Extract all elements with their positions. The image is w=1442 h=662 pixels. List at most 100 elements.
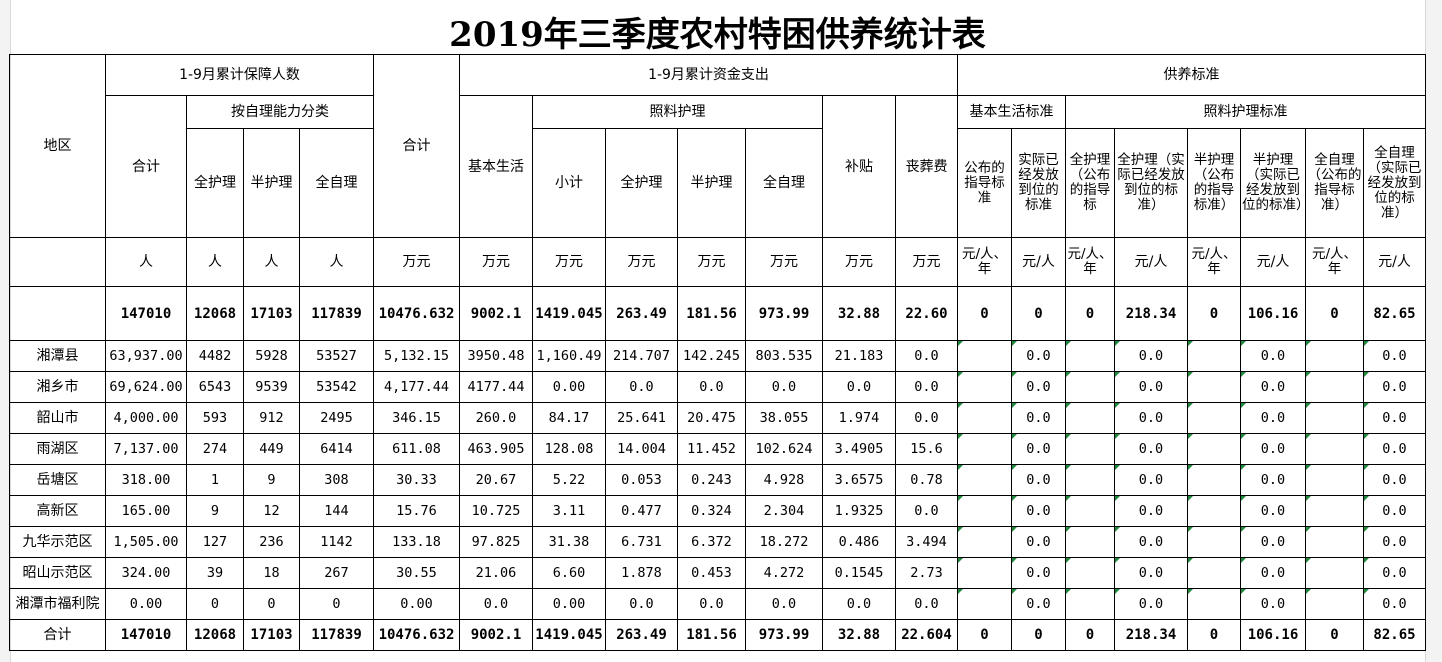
table-cell[interactable] [957, 526, 1012, 558]
summary-cell[interactable]: 22.60 [895, 286, 958, 341]
header-std-self-published[interactable]: 全自理（公布的指导标准） [1305, 128, 1364, 238]
total-cell[interactable]: 9002.1 [459, 619, 533, 651]
table-cell[interactable]: 0.0 [1363, 526, 1426, 558]
header-basic-life[interactable]: 基本生活 [459, 95, 533, 238]
table-cell[interactable]: 0.486 [822, 526, 896, 558]
table-cell[interactable]: 0.053 [605, 464, 678, 496]
table-cell[interactable]: 0.0 [1011, 464, 1066, 496]
table-cell[interactable] [957, 371, 1012, 403]
table-cell[interactable]: 10.725 [459, 495, 533, 527]
table-cell[interactable]: 0.0 [1363, 464, 1426, 496]
table-cell[interactable] [957, 557, 1012, 589]
table-cell[interactable]: 0.0 [1011, 402, 1066, 434]
table-cell[interactable]: 0.0 [1363, 495, 1426, 527]
table-cell[interactable]: 1 [186, 464, 244, 496]
table-cell[interactable]: 9 [243, 464, 300, 496]
table-cell[interactable]: 0.0 [1240, 371, 1306, 403]
table-cell[interactable]: 4,000.00 [105, 402, 187, 434]
table-cell[interactable] [1187, 433, 1241, 465]
table-cell[interactable]: 0.00 [373, 588, 460, 620]
table-cell[interactable]: 0.0 [1011, 526, 1066, 558]
unit-cell[interactable]: 人 [105, 237, 187, 287]
table-cell[interactable] [1065, 340, 1115, 372]
table-cell[interactable]: 3950.48 [459, 340, 533, 372]
unit-cell[interactable]: 万元 [745, 237, 823, 287]
header-care-self[interactable]: 全自理 [745, 128, 823, 238]
header-group-persons[interactable]: 1-9月累计保障人数 [105, 54, 374, 96]
table-cell[interactable] [1305, 557, 1364, 589]
table-cell[interactable]: 6414 [299, 433, 374, 465]
table-cell[interactable]: 31.38 [532, 526, 606, 558]
table-cell[interactable]: 0.0 [1114, 526, 1188, 558]
summary-cell[interactable]: 973.99 [745, 286, 823, 341]
table-cell[interactable]: 0.477 [605, 495, 678, 527]
summary-cell[interactable]: 181.56 [677, 286, 746, 341]
table-cell[interactable] [1305, 340, 1364, 372]
table-cell[interactable]: 0.0 [1363, 433, 1426, 465]
table-cell[interactable]: 2.73 [895, 557, 958, 589]
region-cell[interactable]: 九华示范区 [9, 526, 106, 558]
table-cell[interactable]: 0.453 [677, 557, 746, 589]
unit-cell[interactable]: 元/人 [1011, 237, 1066, 287]
total-cell[interactable]: 1419.045 [532, 619, 606, 651]
table-cell[interactable]: 4.928 [745, 464, 823, 496]
header-std-half-actual[interactable]: 半护理（实际已经发放到位的标准） [1240, 128, 1306, 238]
table-cell[interactable]: 4177.44 [459, 371, 533, 403]
table-cell[interactable]: 912 [243, 402, 300, 434]
table-cell[interactable]: 18.272 [745, 526, 823, 558]
table-cell[interactable]: 0.0 [1011, 340, 1066, 372]
table-cell[interactable]: 0.0 [1114, 464, 1188, 496]
summary-cell-blank[interactable] [9, 286, 106, 341]
table-cell[interactable]: 0.0 [1240, 526, 1306, 558]
summary-cell[interactable]: 1419.045 [532, 286, 606, 341]
table-cell[interactable]: 0.324 [677, 495, 746, 527]
table-cell[interactable]: 0.0 [1240, 464, 1306, 496]
header-subsidy[interactable]: 补贴 [822, 95, 896, 238]
table-cell[interactable]: 449 [243, 433, 300, 465]
table-cell[interactable]: 1.974 [822, 402, 896, 434]
table-cell[interactable]: 0.00 [105, 588, 187, 620]
table-cell[interactable]: 308 [299, 464, 374, 496]
table-cell[interactable]: 21.06 [459, 557, 533, 589]
table-cell[interactable] [1065, 526, 1115, 558]
page-title[interactable]: 2019年三季度农村特困供养统计表 [449, 15, 986, 55]
table-cell[interactable]: 0 [243, 588, 300, 620]
table-cell[interactable]: 20.475 [677, 402, 746, 434]
header-funeral[interactable]: 丧葬费 [895, 95, 958, 238]
table-cell[interactable] [1065, 588, 1115, 620]
header-group-standard[interactable]: 供养标准 [957, 54, 1426, 96]
table-cell[interactable]: 346.15 [373, 402, 460, 434]
total-cell[interactable]: 12068 [186, 619, 244, 651]
total-cell[interactable]: 106.16 [1240, 619, 1306, 651]
total-cell[interactable]: 0 [1065, 619, 1115, 651]
table-cell[interactable] [957, 340, 1012, 372]
summary-cell[interactable]: 32.88 [822, 286, 896, 341]
table-cell[interactable]: 133.18 [373, 526, 460, 558]
table-cell[interactable] [1187, 340, 1241, 372]
unit-cell[interactable]: 万元 [677, 237, 746, 287]
table-cell[interactable]: 0.0 [605, 588, 678, 620]
header-self-care[interactable]: 全自理 [299, 128, 374, 238]
table-cell[interactable]: 0.0 [1114, 557, 1188, 589]
table-cell[interactable]: 5928 [243, 340, 300, 372]
unit-cell[interactable]: 元/人 [1240, 237, 1306, 287]
table-cell[interactable]: 25.641 [605, 402, 678, 434]
table-cell[interactable]: 214.707 [605, 340, 678, 372]
unit-cell[interactable]: 人 [243, 237, 300, 287]
table-cell[interactable] [1065, 557, 1115, 589]
unit-cell[interactable]: 元/人 [1114, 237, 1188, 287]
table-cell[interactable]: 63,937.00 [105, 340, 187, 372]
table-cell[interactable]: 84.17 [532, 402, 606, 434]
header-half-care[interactable]: 半护理 [243, 128, 300, 238]
summary-cell[interactable]: 117839 [299, 286, 374, 341]
table-cell[interactable]: 0.0 [1114, 495, 1188, 527]
table-cell[interactable]: 18 [243, 557, 300, 589]
table-cell[interactable]: 127 [186, 526, 244, 558]
summary-cell[interactable]: 147010 [105, 286, 187, 341]
header-care-half[interactable]: 半护理 [677, 128, 746, 238]
table-cell[interactable]: 593 [186, 402, 244, 434]
header-persons-total[interactable]: 合计 [105, 95, 187, 238]
table-cell[interactable]: 38.055 [745, 402, 823, 434]
summary-cell[interactable]: 17103 [243, 286, 300, 341]
summary-cell[interactable]: 218.34 [1114, 286, 1188, 341]
